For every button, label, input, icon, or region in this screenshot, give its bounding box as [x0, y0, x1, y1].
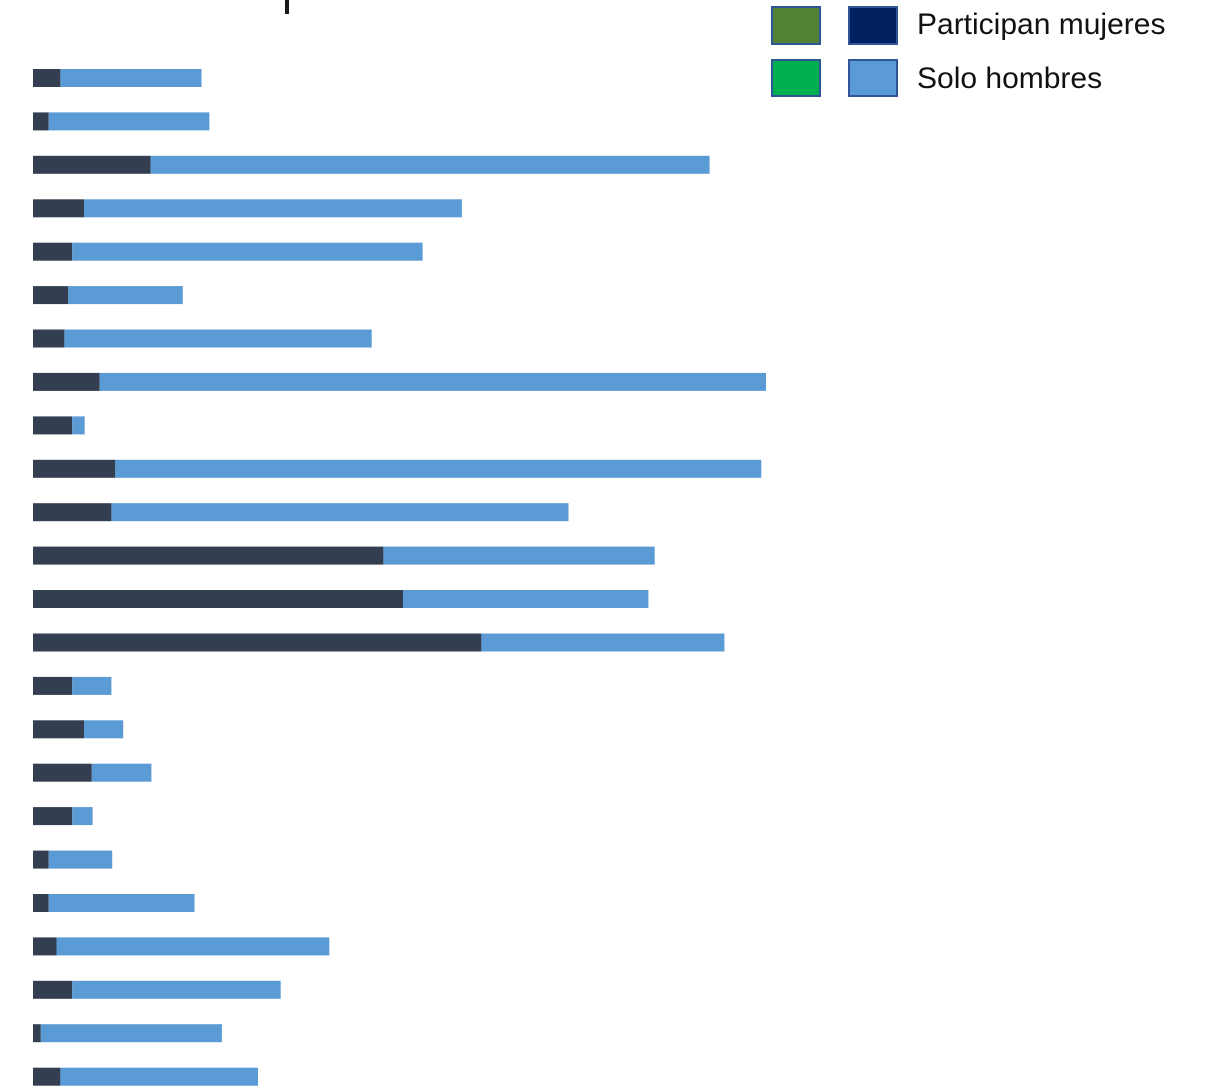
- bar-row-21: [33, 937, 330, 956]
- legend-swatch-right: [848, 6, 898, 45]
- bar-row-19: [33, 850, 113, 869]
- bar-participan-mujeres-8: [33, 372, 100, 391]
- bar-row-17: [33, 763, 152, 782]
- bar-row-6: [33, 286, 183, 305]
- bar-participan-mujeres-5: [33, 242, 73, 261]
- bar-row-14: [33, 633, 725, 652]
- bar-solo-hombres-12: [383, 546, 655, 565]
- bar-participan-mujeres-22: [33, 980, 73, 999]
- bar-participan-mujeres-9: [33, 416, 73, 435]
- bar-solo-hombres-9: [72, 416, 85, 435]
- bar-solo-hombres-19: [48, 850, 113, 869]
- legend-swatch-right: [848, 59, 898, 97]
- legend-label: Participan mujeres: [917, 8, 1165, 41]
- legend-swatch-left: [771, 6, 821, 45]
- bar-participan-mujeres-4: [33, 199, 84, 218]
- bar-solo-hombres-4: [84, 199, 462, 218]
- bar-area: [33, 69, 767, 1086]
- bar-solo-hombres-13: [403, 590, 649, 608]
- bar-participan-mujeres-1: [33, 69, 61, 87]
- title-fragment: [285, 0, 289, 14]
- bar-solo-hombres-21: [56, 937, 330, 956]
- bar-solo-hombres-6: [68, 286, 183, 305]
- bar-participan-mujeres-23: [33, 1024, 41, 1043]
- bar-solo-hombres-23: [40, 1024, 222, 1043]
- bar-row-4: [33, 199, 462, 218]
- bar-row-11: [33, 503, 569, 522]
- bar-row-7: [33, 329, 372, 348]
- bar-row-20: [33, 894, 195, 912]
- bar-row-13: [33, 590, 649, 608]
- bar-row-5: [33, 242, 423, 261]
- bar-participan-mujeres-19: [33, 850, 49, 869]
- bar-solo-hombres-8: [99, 372, 767, 391]
- legend-label: Solo hombres: [917, 62, 1102, 95]
- bar-solo-hombres-18: [72, 807, 93, 826]
- bar-solo-hombres-1: [60, 69, 202, 87]
- legend-swatch-left: [771, 59, 821, 97]
- bar-solo-hombres-22: [72, 980, 281, 999]
- bar-solo-hombres-3: [150, 155, 710, 174]
- bar-participan-mujeres-21: [33, 937, 57, 956]
- bar-solo-hombres-7: [64, 329, 372, 348]
- bar-participan-mujeres-3: [33, 155, 151, 174]
- bar-participan-mujeres-11: [33, 503, 112, 522]
- bar-solo-hombres-11: [111, 503, 569, 522]
- bar-row-3: [33, 155, 710, 174]
- bar-solo-hombres-16: [84, 720, 124, 739]
- bar-solo-hombres-10: [115, 459, 762, 478]
- bar-solo-hombres-20: [48, 894, 195, 912]
- bar-row-16: [33, 720, 124, 739]
- bar-solo-hombres-15: [72, 676, 112, 695]
- bar-row-12: [33, 546, 655, 565]
- bar-solo-hombres-5: [72, 242, 423, 261]
- bar-participan-mujeres-16: [33, 720, 84, 739]
- bar-solo-hombres-2: [48, 112, 210, 131]
- bar-participan-mujeres-18: [33, 807, 73, 826]
- bar-participan-mujeres-6: [33, 286, 69, 305]
- bar-participan-mujeres-12: [33, 546, 384, 565]
- bar-participan-mujeres-20: [33, 894, 49, 912]
- bar-participan-mujeres-15: [33, 676, 73, 695]
- bar-row-24: [33, 1067, 259, 1086]
- bar-participan-mujeres-7: [33, 329, 65, 348]
- bar-participan-mujeres-14: [33, 633, 482, 652]
- bar-row-9: [33, 416, 85, 435]
- legend: Participan mujeres Solo hombres: [771, 6, 1165, 97]
- bar-row-18: [33, 807, 93, 826]
- bar-row-23: [33, 1024, 222, 1043]
- bar-row-2: [33, 112, 210, 131]
- bar-participan-mujeres-10: [33, 459, 116, 478]
- bar-solo-hombres-24: [60, 1067, 259, 1086]
- bar-row-1: [33, 69, 202, 87]
- bar-participan-mujeres-17: [33, 763, 92, 782]
- legend-item-participan-mujeres: Participan mujeres: [771, 6, 1165, 45]
- legend-item-solo-hombres: Solo hombres: [771, 59, 1102, 97]
- bar-participan-mujeres-24: [33, 1067, 61, 1086]
- bar-participan-mujeres-2: [33, 112, 49, 131]
- bar-row-15: [33, 676, 112, 695]
- bar-row-22: [33, 980, 281, 999]
- bar-solo-hombres-14: [481, 633, 725, 652]
- bar-solo-hombres-17: [91, 763, 152, 782]
- bar-row-8: [33, 372, 767, 391]
- bar-row-10: [33, 459, 762, 478]
- bar-participan-mujeres-13: [33, 590, 403, 608]
